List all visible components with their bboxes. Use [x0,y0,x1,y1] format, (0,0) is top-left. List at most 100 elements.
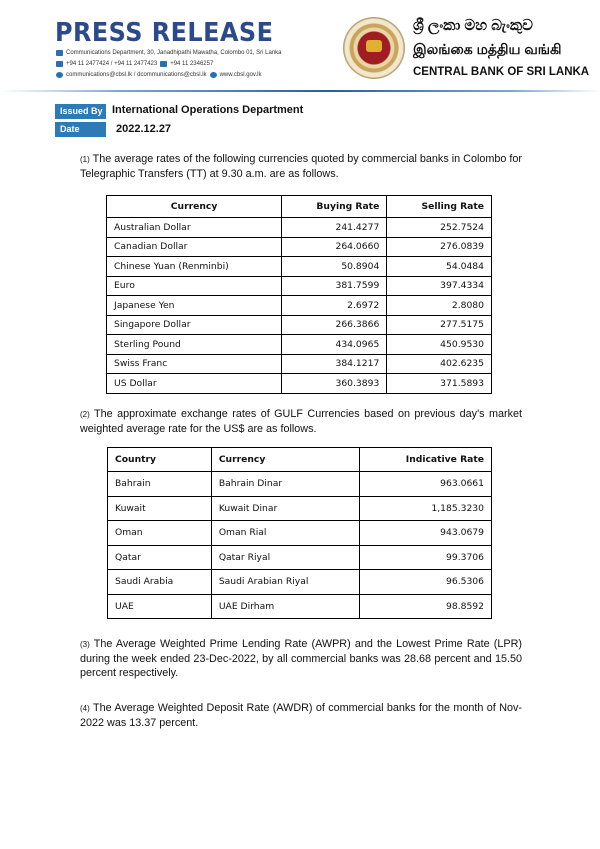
table-row: Japanese Yen 2.6972 2.8080 [105,295,492,316]
table-cell: 943.0679 [358,520,493,546]
table-row: Qatar Qatar Riyal 99.3706 [107,544,493,570]
table-row: Chinese Yuan (Renminbi) 50.8904 54.0484 [105,256,492,277]
header-currency: Currency [105,195,283,218]
bank-name-english: CENTRAL BANK OF SRI LANKA [413,66,590,78]
address-text: Communications Department, 30, Janadhipa… [66,50,282,56]
table-cell: 963.0661 [358,471,493,497]
table-row: Bahrain Bahrain Dinar 963.0661 [107,471,493,497]
header-country: Country [107,447,212,472]
table-cell: US Dollar [105,373,283,394]
table-cell: Qatar Riyal [210,544,360,570]
header-selling-rate: Selling Rate [386,195,492,218]
header-currency: Currency [210,447,360,472]
table-cell: Bahrain Dinar [210,471,360,497]
email-text: communications@cbsl.lk / dcommunications… [66,72,207,78]
table-cell: Qatar [107,544,212,570]
para-number: (3) [80,640,90,649]
tt-rates-table: Currency Buying Rate Selling Rate Australi… [105,195,492,394]
table-cell: Kuwait Dinar [210,495,360,521]
table-cell: 360.3893 [281,373,388,394]
table-cell: 99.3706 [358,544,493,570]
lion-emblem-icon [366,40,382,52]
para-text: The Average Weighted Deposit Rate (AWDR)… [80,702,522,729]
bank-name-tamil: இலங்கை மத்திய வங்கி [413,41,562,57]
table-cell: 402.6235 [386,353,492,374]
fax-text: +94 11 2346257 [170,61,214,67]
para-text: The average rates of the following curre… [80,153,522,180]
table-row: Saudi Arabia Saudi Arabian Riyal 96.5306 [107,569,493,595]
paragraph-1: (1) The average rates of the following c… [80,152,522,181]
issued-by-label: Issued By [55,104,106,119]
table-cell: 381.7599 [281,275,388,296]
table-cell: 434.0965 [281,334,388,355]
table-cell: 98.8592 [358,593,493,619]
table-row: Canadian Dollar 264.0660 276.0839 [105,236,492,257]
table-cell: Saudi Arabian Riyal [210,569,360,595]
table-cell: UAE Dirham [210,593,360,619]
para-number: (4) [80,704,90,713]
phone-icon [56,61,63,67]
date-value: 2022.12.27 [116,123,172,135]
table-header-row: Country Currency Indicative Rate [107,447,493,472]
para-number: (1) [80,155,90,164]
mail-icon [56,50,63,56]
table-cell: Kuwait [107,495,212,521]
web-icon [209,72,217,78]
table-cell: Chinese Yuan (Renminbi) [105,256,283,277]
web-text: www.cbsl.gov.lk [219,72,262,78]
paragraph-3: (3) The Average Weighted Prime Lending R… [80,637,522,680]
table-row: Oman Oman Rial 943.0679 [107,520,493,546]
header-indicative-rate: Indicative Rate [358,447,493,472]
para-text: The Average Weighted Prime Lending Rate … [80,638,522,679]
address-line: Communications Department, 30, Janadhipa… [56,50,281,56]
para-number: (2) [80,410,90,419]
table-cell: Euro [105,275,283,296]
table-cell: Swiss Franc [105,353,283,374]
table-cell: 252.7524 [386,217,492,238]
table-row: Kuwait Kuwait Dinar 1,185.3230 [107,495,493,521]
table-cell: 384.1217 [281,353,388,374]
header-divider [0,90,600,92]
table-cell: 241.4277 [281,217,388,238]
table-cell: Saudi Arabia [107,569,212,595]
table-cell: Oman [107,520,212,546]
table-cell: Singapore Dollar [105,314,283,335]
table-cell: Australian Dollar [105,217,283,238]
table-cell: 277.5175 [386,314,492,335]
paragraph-4: (4) The Average Weighted Deposit Rate (A… [80,701,522,730]
table-cell: Bahrain [107,471,212,497]
table-cell: Oman Rial [210,520,360,546]
table-cell: 1,185.3230 [358,495,493,521]
date-label: Date [55,122,106,137]
table-cell: 54.0484 [386,256,492,277]
table-row: Sterling Pound 434.0965 450.9530 [105,334,492,355]
table-header-row: Currency Buying Rate Selling Rate [105,195,492,218]
table-row: US Dollar 360.3893 371.5893 [105,373,492,394]
bank-name-sinhala: ශ්‍රී ලංකා මහ බැංකුව [413,17,533,34]
table-cell: 264.0660 [281,236,388,257]
table-row: Australian Dollar 241.4277 252.7524 [105,217,492,238]
press-release-title: PRESS RELEASE [55,18,274,48]
table-cell: 266.3866 [281,314,388,335]
table-row: Euro 381.7599 397.4334 [105,275,492,296]
table-cell: Japanese Yen [105,295,283,316]
phone-line: +94 11 2477424 / +94 11 2477423 +94 11 23… [56,61,213,67]
table-row: Swiss Franc 384.1217 402.6235 [105,353,492,374]
email-line: communications@cbsl.lk / dcommunications… [56,72,261,78]
table-row: UAE UAE Dirham 98.8592 [107,593,493,619]
header-buying-rate: Buying Rate [281,195,388,218]
table-cell: 397.4334 [386,275,492,296]
table-cell: 2.6972 [281,295,388,316]
table-cell: 2.8080 [386,295,492,316]
fax-icon [160,61,168,67]
paragraph-2: (2) The approximate exchange rates of GU… [80,407,522,436]
table-cell: UAE [107,593,212,619]
table-cell: 371.5893 [386,373,492,394]
table-cell: 50.8904 [281,256,388,277]
para-text: The approximate exchange rates of GULF C… [80,408,522,435]
table-cell: 96.5306 [358,569,493,595]
email-icon [56,72,63,78]
table-cell: Sterling Pound [105,334,283,355]
table-row: Singapore Dollar 266.3866 277.5175 [105,314,492,335]
